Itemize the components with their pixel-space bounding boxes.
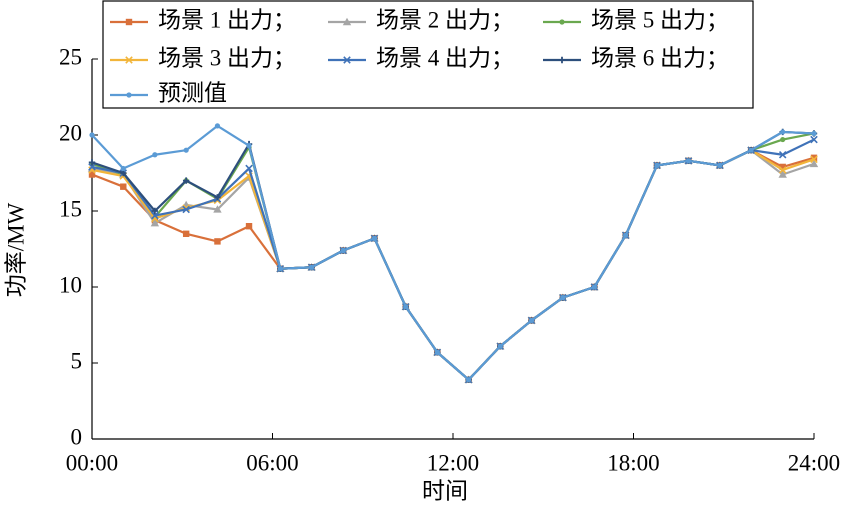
marker <box>371 235 378 241</box>
x-tick-label: 00:00 <box>66 450 118 475</box>
x-tick-label: 24:00 <box>788 450 840 475</box>
x-tick-label: 06:00 <box>246 450 298 475</box>
legend-label: 场景 1 出力； <box>158 7 296 32</box>
legend-box <box>102 0 754 109</box>
marker <box>152 152 158 158</box>
marker <box>245 223 253 230</box>
marker <box>685 158 692 164</box>
series-line <box>91 138 815 381</box>
y-tick-label: 20 <box>59 120 82 145</box>
marker <box>778 170 787 178</box>
legend-label: 场景 6 出力； <box>591 45 729 70</box>
marker <box>810 154 818 161</box>
y-tick-label: 15 <box>59 196 82 221</box>
marker <box>780 136 786 143</box>
marker <box>778 150 787 159</box>
marker <box>151 214 159 223</box>
marker <box>88 163 96 171</box>
marker <box>717 162 723 168</box>
marker <box>748 147 754 153</box>
marker <box>182 230 190 237</box>
x-tick-label: 12:00 <box>427 450 479 475</box>
legend-label: 场景 5 出力； <box>591 7 729 32</box>
legend-label: 场景 4 出力； <box>376 45 514 70</box>
marker <box>126 92 132 98</box>
y-tick-label: 5 <box>71 348 83 373</box>
series-line <box>91 149 815 381</box>
marker <box>340 247 346 254</box>
series-line <box>91 149 815 381</box>
marker <box>309 264 315 270</box>
marker <box>558 56 566 64</box>
legend-label: 场景 3 出力； <box>158 45 296 70</box>
marker <box>182 205 190 214</box>
legend-label: 预测值 <box>158 80 227 105</box>
marker <box>779 163 786 171</box>
marker <box>120 183 127 190</box>
marker <box>246 143 252 149</box>
legend-label: 场景 2 出力； <box>376 7 514 32</box>
marker <box>214 238 221 245</box>
marker <box>343 56 351 64</box>
series-line <box>91 124 815 381</box>
marker <box>623 232 629 238</box>
marker <box>342 17 352 26</box>
marker <box>811 130 817 137</box>
marker <box>245 164 253 173</box>
marker <box>497 343 503 349</box>
marker <box>559 19 565 25</box>
marker <box>125 18 133 26</box>
x-axis-label: 时间 <box>422 478 468 503</box>
y-tick-label: 0 <box>71 424 83 449</box>
marker <box>778 166 787 174</box>
marker <box>151 207 159 215</box>
marker <box>277 266 283 272</box>
series-line <box>91 132 815 381</box>
y-tick-label: 25 <box>59 44 82 69</box>
marker <box>403 304 409 310</box>
marker <box>182 177 190 184</box>
series-line <box>91 130 815 381</box>
marker <box>434 349 440 355</box>
marker <box>125 56 133 64</box>
legend: 场景 1 出力； 场景 2 出力； 场景 5 出力； 场景 3 出力； 场景 4 出力；… <box>102 0 754 109</box>
marker <box>591 284 597 290</box>
marker <box>88 159 96 166</box>
marker <box>560 295 566 301</box>
marker <box>183 147 189 153</box>
marker <box>213 205 222 213</box>
marker <box>654 162 660 168</box>
marker <box>151 211 159 220</box>
marker <box>89 132 95 138</box>
marker <box>466 377 472 383</box>
y-axis-label: 功率/MW <box>3 202 28 297</box>
marker <box>120 165 126 172</box>
marker <box>810 155 818 164</box>
marker <box>810 135 818 144</box>
marker <box>214 194 221 201</box>
series-line <box>91 149 815 381</box>
marker <box>214 123 221 129</box>
marker <box>528 317 535 324</box>
y-tick-label: 10 <box>59 272 82 297</box>
marker <box>150 218 160 227</box>
marker <box>88 171 96 178</box>
marker <box>809 159 819 168</box>
marker <box>780 129 786 135</box>
x-tick-label: 18:00 <box>607 450 659 475</box>
